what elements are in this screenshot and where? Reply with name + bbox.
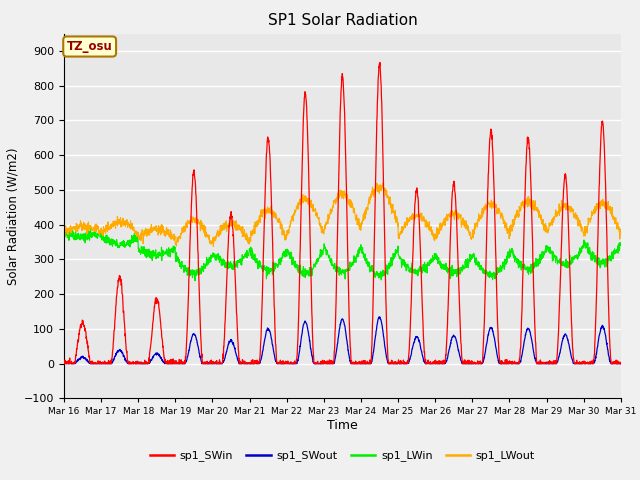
Title: SP1 Solar Radiation: SP1 Solar Radiation [268,13,417,28]
X-axis label: Time: Time [327,419,358,432]
Legend: sp1_SWin, sp1_SWout, sp1_LWin, sp1_LWout: sp1_SWin, sp1_SWout, sp1_LWin, sp1_LWout [145,446,540,466]
Y-axis label: Solar Radiation (W/m2): Solar Radiation (W/m2) [7,147,20,285]
Text: TZ_osu: TZ_osu [67,40,113,53]
